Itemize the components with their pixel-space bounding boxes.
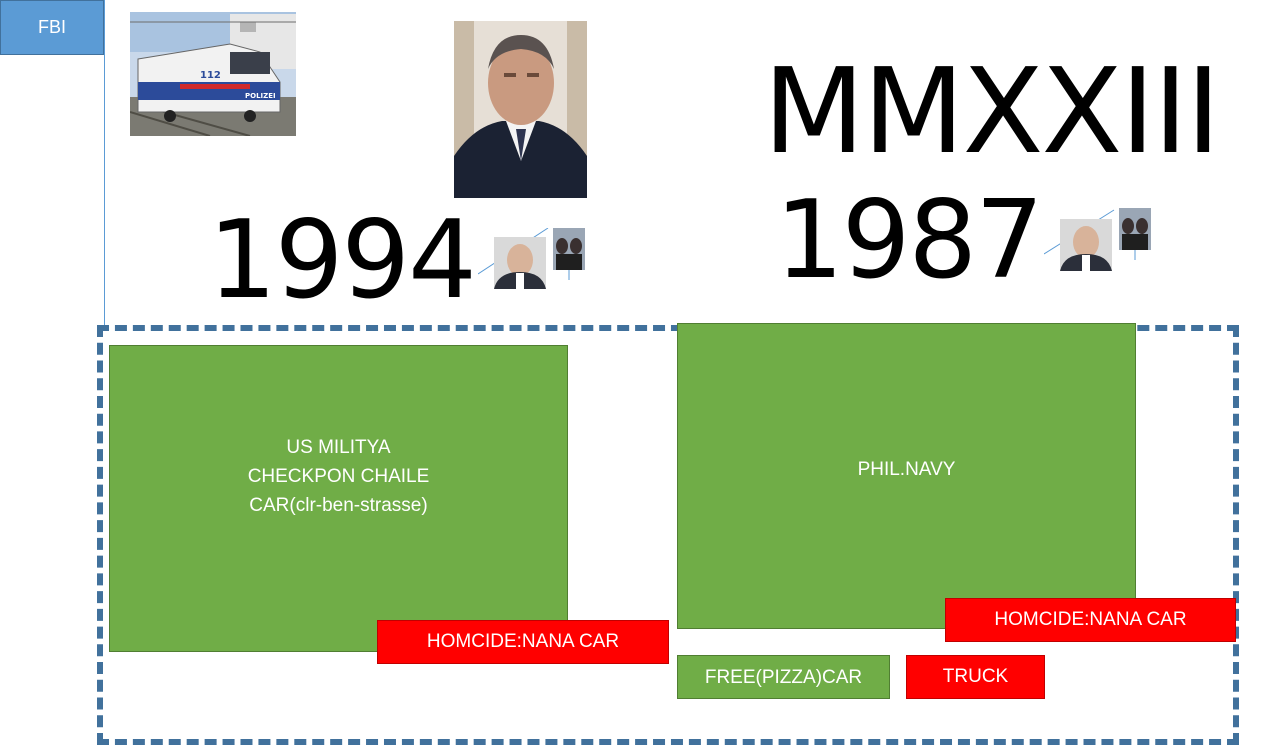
train-number: 112	[200, 70, 221, 81]
label-homicide-right-text: HOMCIDE:NANA CAR	[994, 609, 1187, 630]
box-us-militya[interactable]: US MILITYA CHECKPON CHAILE CAR(clr-ben-s…	[109, 345, 568, 652]
fbi-tab-label: FBI	[37, 17, 66, 37]
year-1994: 1994	[208, 198, 477, 323]
label-truck[interactable]: TRUCK	[906, 655, 1045, 699]
train-sign: POLIZEI	[245, 92, 276, 100]
roman-year: MMXXIII	[763, 42, 1221, 180]
box-left-line-2: CHECKPON CHAILE	[247, 466, 430, 487]
thumbnails-group-1987	[1044, 208, 1154, 274]
box-right-label: PHIL.NAVY	[857, 458, 956, 480]
portrait-photo	[454, 21, 587, 198]
label-free-pizza-car-text: FREE(PIZZA)CAR	[704, 666, 863, 688]
box-phil-navy[interactable]: PHIL.NAVY	[677, 323, 1136, 629]
label-homicide-left[interactable]: HOMCIDE:NANA CAR	[377, 620, 669, 664]
label-free-pizza-car[interactable]: FREE(PIZZA)CAR	[677, 655, 890, 699]
thumbnails-group-1994	[478, 228, 588, 294]
box-left-line-3: CAR(clr-ben-strasse)	[249, 495, 428, 516]
vertical-divider	[104, 0, 105, 330]
label-homicide-right[interactable]: HOMCIDE:NANA CAR	[945, 598, 1236, 642]
box-left-line-1: US MILITYA	[286, 437, 391, 458]
label-homicide-left-text: HOMCIDE:NANA CAR	[426, 631, 620, 652]
train-photo: POLIZEI 112	[130, 12, 296, 136]
label-truck-text: TRUCK	[942, 666, 1009, 687]
fbi-tab[interactable]: FBI	[0, 0, 104, 55]
year-1987: 1987	[775, 178, 1044, 303]
